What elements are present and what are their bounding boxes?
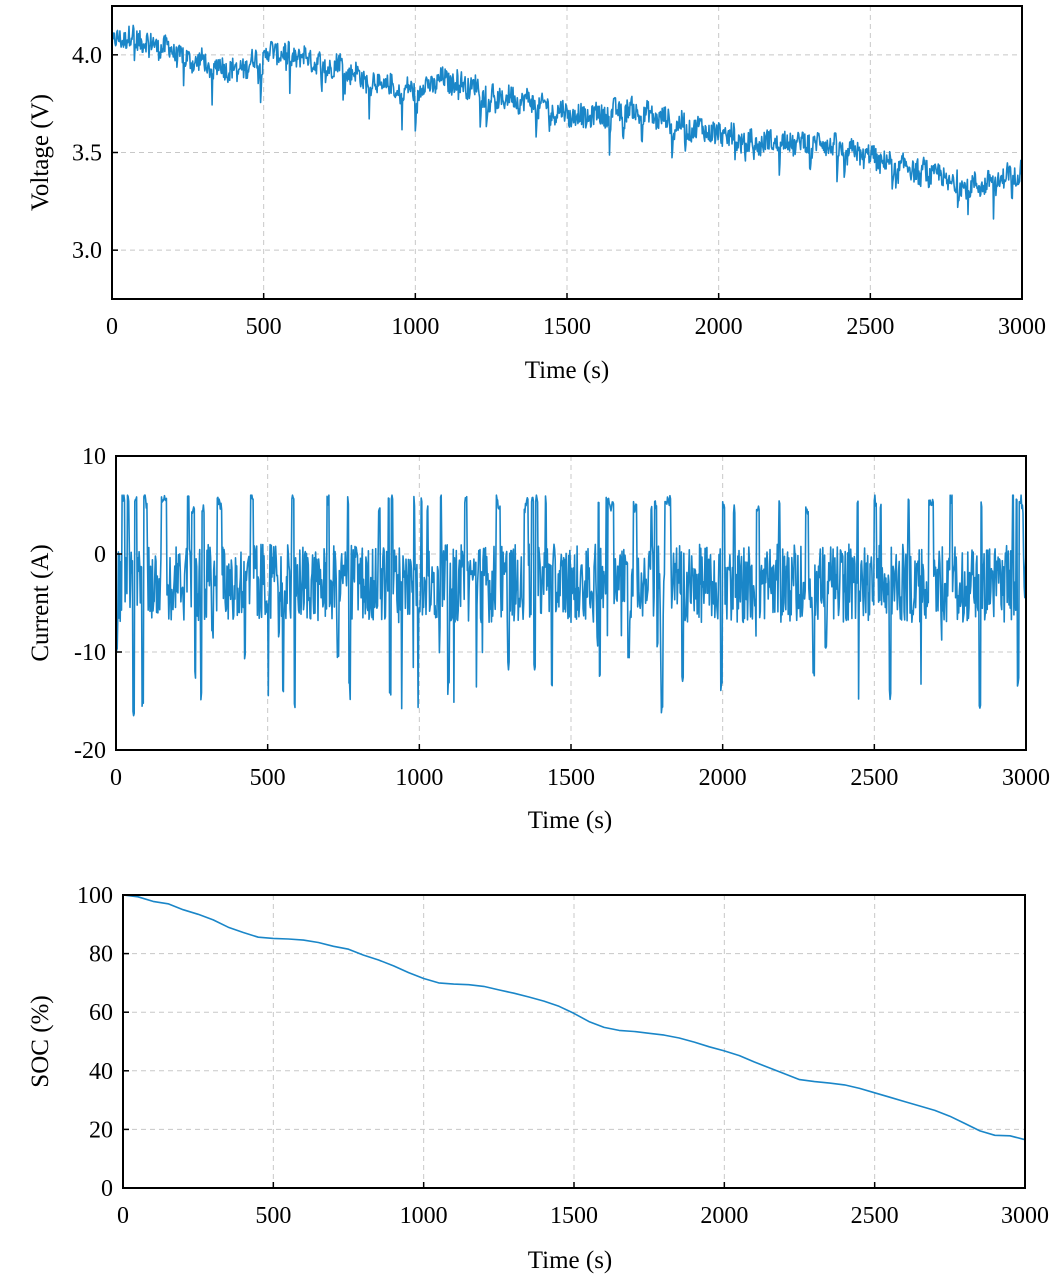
y-tick-label: 40 (89, 1059, 113, 1085)
y-tick-label: 20 (89, 1117, 113, 1143)
y-tick-label: 100 (77, 883, 113, 909)
x-tick-label: 2000 (699, 765, 747, 791)
y-tick-label: 3.5 (72, 141, 102, 167)
x-tick-label: 2000 (695, 314, 743, 340)
x-tick-label: 1500 (547, 765, 595, 791)
x-axis-title: Time (s) (528, 1247, 613, 1274)
x-tick-label: 1000 (395, 765, 443, 791)
y-axis-title: Voltage (V) (27, 94, 54, 211)
y-tick-label: 60 (89, 1000, 113, 1026)
y-tick-label: -20 (74, 738, 106, 764)
y-tick-label: -10 (74, 640, 106, 666)
y-tick-label: 0 (94, 542, 106, 568)
y-tick-label: 3.0 (72, 238, 102, 264)
series-line (111, 24, 1023, 220)
x-tick-label: 500 (246, 314, 282, 340)
x-tick-label: 500 (255, 1203, 291, 1229)
x-tick-label: 2500 (850, 765, 898, 791)
x-tick-label: 1000 (400, 1203, 448, 1229)
x-axis-title: Time (s) (528, 807, 613, 834)
series-line (115, 494, 1027, 717)
x-tick-label: 0 (106, 314, 118, 340)
x-tick-label: 2000 (700, 1203, 748, 1229)
x-axis-title: Time (s) (525, 357, 610, 384)
y-axis-title: Current (A) (27, 544, 54, 661)
x-tick-label: 0 (110, 765, 122, 791)
series-line (122, 894, 1026, 1141)
x-tick-label: 3000 (998, 314, 1046, 340)
chart-panel-1: 0 500 1000 1500 2000 2500 3000 3.0 3.5 4.0 Time (s… (27, 5, 1046, 384)
x-tick-label: 3000 (1001, 1203, 1049, 1229)
x-tick-label: 2500 (851, 1203, 899, 1229)
y-tick-label: 10 (82, 444, 106, 470)
chart-panel-3: 0 500 1000 1500 2000 2500 3000 0 20 40 60 80 100 Time… (27, 883, 1049, 1274)
x-tick-label: 1000 (391, 314, 439, 340)
y-tick-label: 4.0 (72, 43, 102, 69)
chart-panel-2: 0 500 1000 1500 2000 2500 3000 -20 -10 0 10 Time (s… (27, 444, 1050, 834)
x-tick-label: 0 (117, 1203, 129, 1229)
x-tick-label: 2500 (846, 314, 894, 340)
y-axis-title: SOC (%) (27, 995, 54, 1087)
x-tick-label: 500 (250, 765, 286, 791)
y-tick-label: 0 (101, 1176, 113, 1202)
x-tick-label: 1500 (550, 1203, 598, 1229)
x-tick-label: 1500 (543, 314, 591, 340)
y-tick-label: 80 (89, 942, 113, 968)
x-tick-label: 3000 (1002, 765, 1050, 791)
